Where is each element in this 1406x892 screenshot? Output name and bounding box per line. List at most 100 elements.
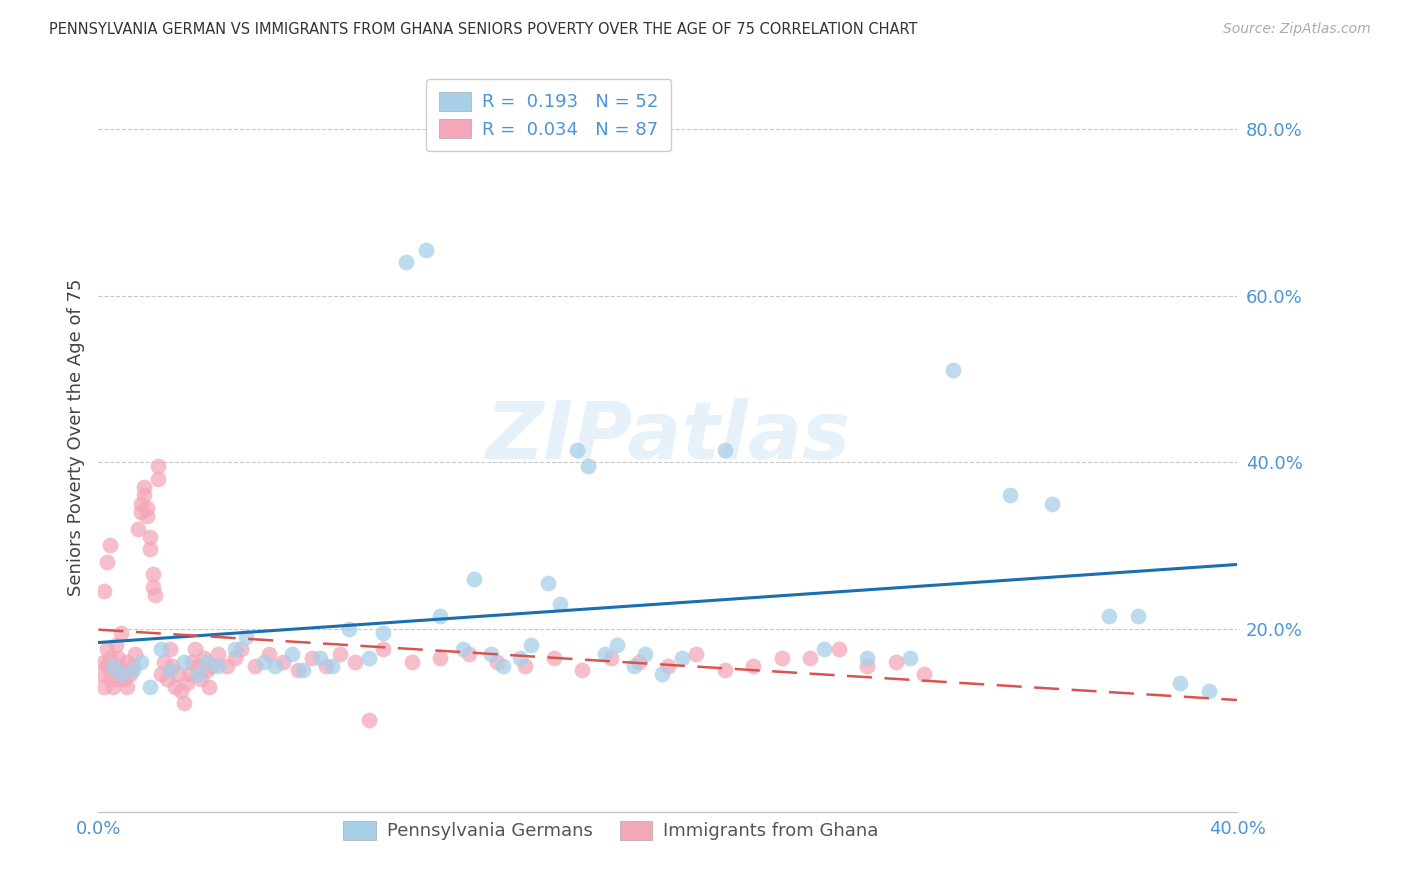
Point xyxy=(129,497,152,511)
Point xyxy=(856,659,879,673)
Point xyxy=(179,667,201,681)
Point xyxy=(224,650,246,665)
Point xyxy=(606,638,628,652)
Point xyxy=(138,542,160,557)
Point xyxy=(124,647,146,661)
Point xyxy=(101,680,124,694)
Point xyxy=(576,459,599,474)
Point xyxy=(628,655,651,669)
Point xyxy=(600,650,623,665)
Point xyxy=(187,659,209,673)
Point xyxy=(998,488,1021,502)
Point xyxy=(571,663,593,677)
Point xyxy=(98,672,121,686)
Point xyxy=(685,647,707,661)
Point xyxy=(898,650,921,665)
Point xyxy=(176,675,198,690)
Point xyxy=(148,472,170,486)
Point xyxy=(215,659,238,673)
Point xyxy=(799,650,821,665)
Point xyxy=(129,505,152,519)
Point xyxy=(132,488,155,502)
Point xyxy=(118,667,141,681)
Text: PENNSYLVANIA GERMAN VS IMMIGRANTS FROM GHANA SENIORS POVERTY OVER THE AGE OF 75 : PENNSYLVANIA GERMAN VS IMMIGRANTS FROM G… xyxy=(49,22,918,37)
Point xyxy=(115,680,138,694)
Point xyxy=(235,630,257,644)
Point xyxy=(651,667,673,681)
Point xyxy=(309,650,332,665)
Point xyxy=(132,480,155,494)
Point xyxy=(195,655,218,669)
Point xyxy=(343,655,366,669)
Point xyxy=(96,659,118,673)
Point xyxy=(373,642,395,657)
Point xyxy=(121,663,143,677)
Point xyxy=(101,663,124,677)
Point xyxy=(110,625,132,640)
Point xyxy=(451,642,474,657)
Point xyxy=(135,500,157,515)
Point xyxy=(429,650,451,665)
Point xyxy=(543,650,565,665)
Point xyxy=(828,642,851,657)
Point xyxy=(329,647,352,661)
Point xyxy=(714,663,737,677)
Point xyxy=(181,655,204,669)
Point xyxy=(93,655,115,669)
Point xyxy=(457,647,479,661)
Point xyxy=(104,638,127,652)
Point xyxy=(714,442,737,457)
Point xyxy=(1040,497,1063,511)
Point xyxy=(259,647,281,661)
Point xyxy=(301,650,323,665)
Text: ZIPatlas: ZIPatlas xyxy=(485,398,851,476)
Point xyxy=(107,650,129,665)
Text: Source: ZipAtlas.com: Source: ZipAtlas.com xyxy=(1223,22,1371,37)
Point xyxy=(193,650,215,665)
Point xyxy=(1198,684,1220,698)
Point xyxy=(115,655,138,669)
Point xyxy=(623,659,645,673)
Point xyxy=(145,588,167,602)
Point xyxy=(207,647,229,661)
Point xyxy=(856,650,879,665)
Point xyxy=(107,659,129,673)
Point xyxy=(207,659,229,673)
Point xyxy=(129,655,152,669)
Point xyxy=(127,522,149,536)
Point xyxy=(884,655,907,669)
Point xyxy=(162,659,184,673)
Point xyxy=(1126,609,1149,624)
Point xyxy=(98,538,121,552)
Point xyxy=(357,650,380,665)
Point xyxy=(173,697,195,711)
Point xyxy=(190,672,212,686)
Point xyxy=(1098,609,1121,624)
Point xyxy=(321,659,343,673)
Point xyxy=(281,647,304,661)
Point xyxy=(201,659,224,673)
Point xyxy=(224,642,246,657)
Point xyxy=(90,667,112,681)
Point xyxy=(243,659,266,673)
Point xyxy=(195,663,218,677)
Point xyxy=(167,667,190,681)
Point xyxy=(463,572,485,586)
Point xyxy=(93,584,115,599)
Point xyxy=(93,680,115,694)
Point xyxy=(634,647,657,661)
Point xyxy=(373,625,395,640)
Point xyxy=(173,655,195,669)
Point xyxy=(671,650,693,665)
Point xyxy=(770,650,793,665)
Point xyxy=(479,647,502,661)
Point xyxy=(537,575,560,590)
Point xyxy=(138,530,160,544)
Point xyxy=(252,655,274,669)
Point xyxy=(101,659,124,673)
Point xyxy=(153,655,176,669)
Point xyxy=(96,642,118,657)
Point xyxy=(565,442,588,457)
Point xyxy=(657,659,679,673)
Point xyxy=(96,555,118,569)
